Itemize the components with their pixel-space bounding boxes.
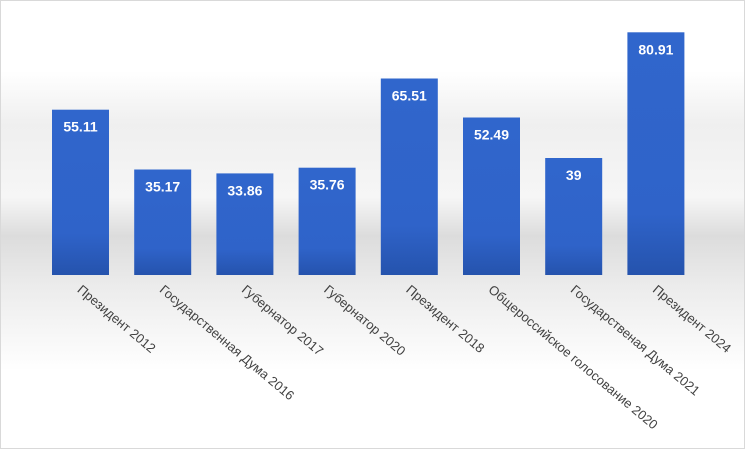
bars-group [52, 32, 685, 275]
value-labels: 55.11 35.17 33.86 35.76 65.51 52.49 39 80.91 [63, 41, 673, 198]
bar-value-label-4: 35.76 [310, 177, 345, 193]
bar-1 [52, 109, 109, 275]
bar-value-label-2: 35.17 [145, 179, 180, 195]
bar-value-label-3: 33.86 [227, 182, 262, 198]
bar-3 [216, 173, 274, 275]
bar-5 [380, 78, 438, 275]
bar-value-label-1: 55.11 [63, 119, 97, 135]
bar-6 [463, 117, 520, 275]
bar-8 [627, 32, 685, 275]
bar-4 [298, 167, 356, 275]
bar-value-label-5: 65.51 [392, 88, 427, 104]
bar-value-label-6: 52.49 [474, 127, 509, 143]
bar-value-label-7: 39 [566, 167, 582, 183]
bar-value-label-8: 80.91 [638, 41, 673, 57]
plot-background [1, 71, 744, 371]
bar-2 [134, 169, 192, 275]
bar-7 [545, 158, 603, 275]
